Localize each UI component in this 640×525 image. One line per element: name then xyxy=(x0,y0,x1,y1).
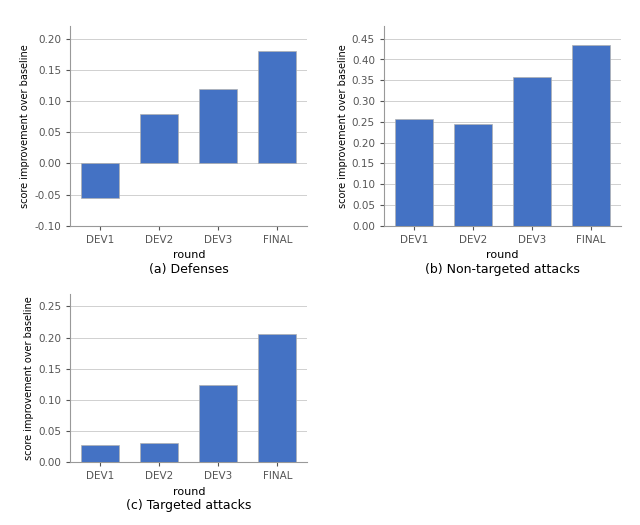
Y-axis label: score improvement over baseline: score improvement over baseline xyxy=(20,44,31,208)
Bar xyxy=(513,77,551,226)
Bar xyxy=(81,163,120,198)
Bar xyxy=(199,385,237,462)
Bar xyxy=(395,119,433,226)
Bar xyxy=(454,124,492,226)
Y-axis label: score improvement over baseline: score improvement over baseline xyxy=(338,44,348,208)
Bar xyxy=(140,113,179,163)
Bar xyxy=(81,445,120,462)
Text: (a) Defenses: (a) Defenses xyxy=(149,262,228,276)
Text: (b) Non-targeted attacks: (b) Non-targeted attacks xyxy=(425,262,580,276)
Bar xyxy=(572,45,610,226)
X-axis label: round: round xyxy=(173,250,205,260)
Bar xyxy=(258,334,296,462)
Bar xyxy=(258,51,296,163)
Y-axis label: score improvement over baseline: score improvement over baseline xyxy=(24,296,34,460)
Bar xyxy=(199,89,237,163)
Bar xyxy=(140,443,179,462)
X-axis label: round: round xyxy=(486,250,518,260)
Text: (c) Targeted attacks: (c) Targeted attacks xyxy=(126,499,252,512)
X-axis label: round: round xyxy=(173,487,205,497)
